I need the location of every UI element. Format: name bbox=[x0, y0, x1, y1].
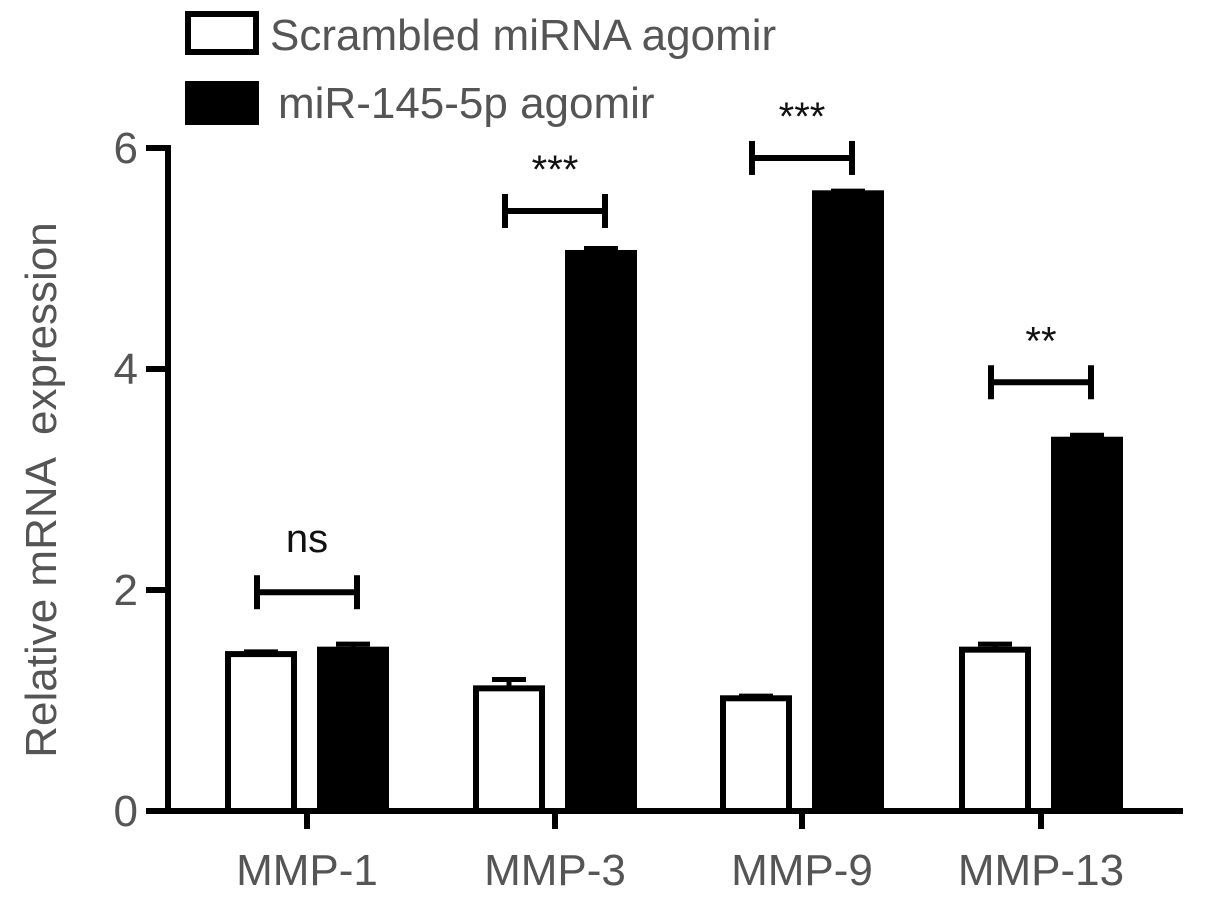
significance-label: ** bbox=[1025, 319, 1056, 363]
y-tick-label: 2 bbox=[114, 566, 138, 615]
legend-swatch-scrambled bbox=[185, 11, 259, 55]
bar-agomir-mmp-9 bbox=[812, 190, 884, 814]
bars bbox=[225, 190, 1123, 815]
x-axis-ticks: MMP-1 MMP-3 MMP-9 MMP-13 bbox=[236, 811, 1124, 895]
bar-agomir-mmp-3 bbox=[565, 249, 637, 815]
x-tick-label: MMP-9 bbox=[731, 846, 873, 895]
bar-agomir-mmp-1 bbox=[317, 646, 389, 814]
significance-label: *** bbox=[779, 95, 826, 139]
y-tick-label: 0 bbox=[114, 787, 138, 836]
y-tick-label: 4 bbox=[114, 345, 138, 394]
significance-annotations: ns******** bbox=[254, 95, 1094, 610]
bar-scrambled-mmp-9 bbox=[720, 695, 792, 814]
error-bars bbox=[244, 188, 1104, 699]
bar-scrambled-mmp-1 bbox=[225, 651, 297, 815]
legend-label-agomir: miR-145-5p agomir bbox=[278, 79, 655, 128]
y-axis-ticks: 0 2 4 6 bbox=[114, 124, 168, 836]
y-tick-label: 6 bbox=[114, 124, 138, 173]
legend-swatch-agomir bbox=[185, 81, 259, 125]
x-tick-label: MMP-1 bbox=[236, 846, 378, 895]
significance-label: ns bbox=[286, 517, 328, 561]
bar-scrambled-mmp-13 bbox=[959, 646, 1031, 814]
x-tick-label: MMP-3 bbox=[484, 846, 626, 895]
x-tick-label: MMP-13 bbox=[958, 846, 1124, 895]
bar-scrambled-mmp-3 bbox=[473, 685, 545, 814]
legend: Scrambled miRNA agomir miR-145-5p agomir bbox=[185, 11, 776, 128]
legend-label-scrambled: Scrambled miRNA agomir bbox=[270, 11, 776, 60]
significance-label: *** bbox=[532, 148, 579, 192]
y-axis-title: Relative mRNA expression bbox=[17, 222, 66, 758]
bar-agomir-mmp-13 bbox=[1051, 436, 1123, 814]
